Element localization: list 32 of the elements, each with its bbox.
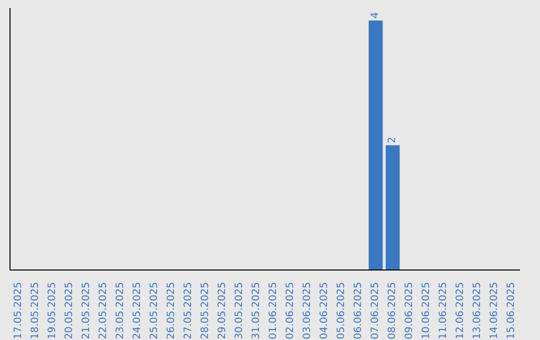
x-tick-label: 29.05.2025 (217, 282, 228, 340)
x-tick-label: 01.06.2025 (268, 282, 279, 340)
x-tick-label: 12.06.2025 (455, 282, 466, 340)
x-tick-label: 18.05.2025 (30, 282, 41, 340)
x-tick-label: 28.05.2025 (200, 282, 211, 340)
x-tick-label: 02.06.2025 (285, 282, 296, 340)
x-tick-label: 30.05.2025 (234, 282, 245, 340)
x-tick-label: 23.05.2025 (115, 282, 126, 340)
x-tick-label: 15.06.2025 (506, 282, 517, 340)
x-tick-label: 11.06.2025 (438, 282, 449, 340)
x-tick-label: 06.06.2025 (353, 282, 364, 340)
x-tick-label: 10.06.2025 (421, 282, 432, 340)
x-tick-label: 26.05.2025 (166, 282, 177, 340)
data-label: 4 (370, 12, 382, 18)
x-tick-label: 20.05.2025 (64, 282, 75, 340)
x-tick-label: 07.06.2025 (370, 282, 381, 340)
x-tick-label: 24.05.2025 (132, 282, 143, 340)
x-tick-label: 17.05.2025 (13, 282, 24, 340)
x-tick-label: 09.06.2025 (404, 282, 415, 340)
data-label: 2 (387, 136, 398, 144)
x-tick-label: 04.06.2025 (319, 282, 330, 340)
x-tick-label: 25.05.2025 (149, 282, 160, 340)
x-tick-label: 27.05.2025 (183, 282, 194, 340)
x-tick-label: 13.06.2025 (472, 282, 483, 340)
x-tick-label: 22.05.2025 (98, 282, 109, 340)
x-tick-label: 08.06.2025 (387, 282, 398, 340)
x-tick-label: 14.06.2025 (489, 282, 500, 340)
x-tick-label: 05.06.2025 (336, 282, 347, 340)
x-tick-label: 03.06.2025 (302, 282, 313, 340)
x-tick-label: 31.05.2025 (251, 282, 262, 340)
x-tick-label: 21.05.2025 (81, 282, 92, 340)
x-tick-label: 19.05.2025 (47, 282, 58, 340)
